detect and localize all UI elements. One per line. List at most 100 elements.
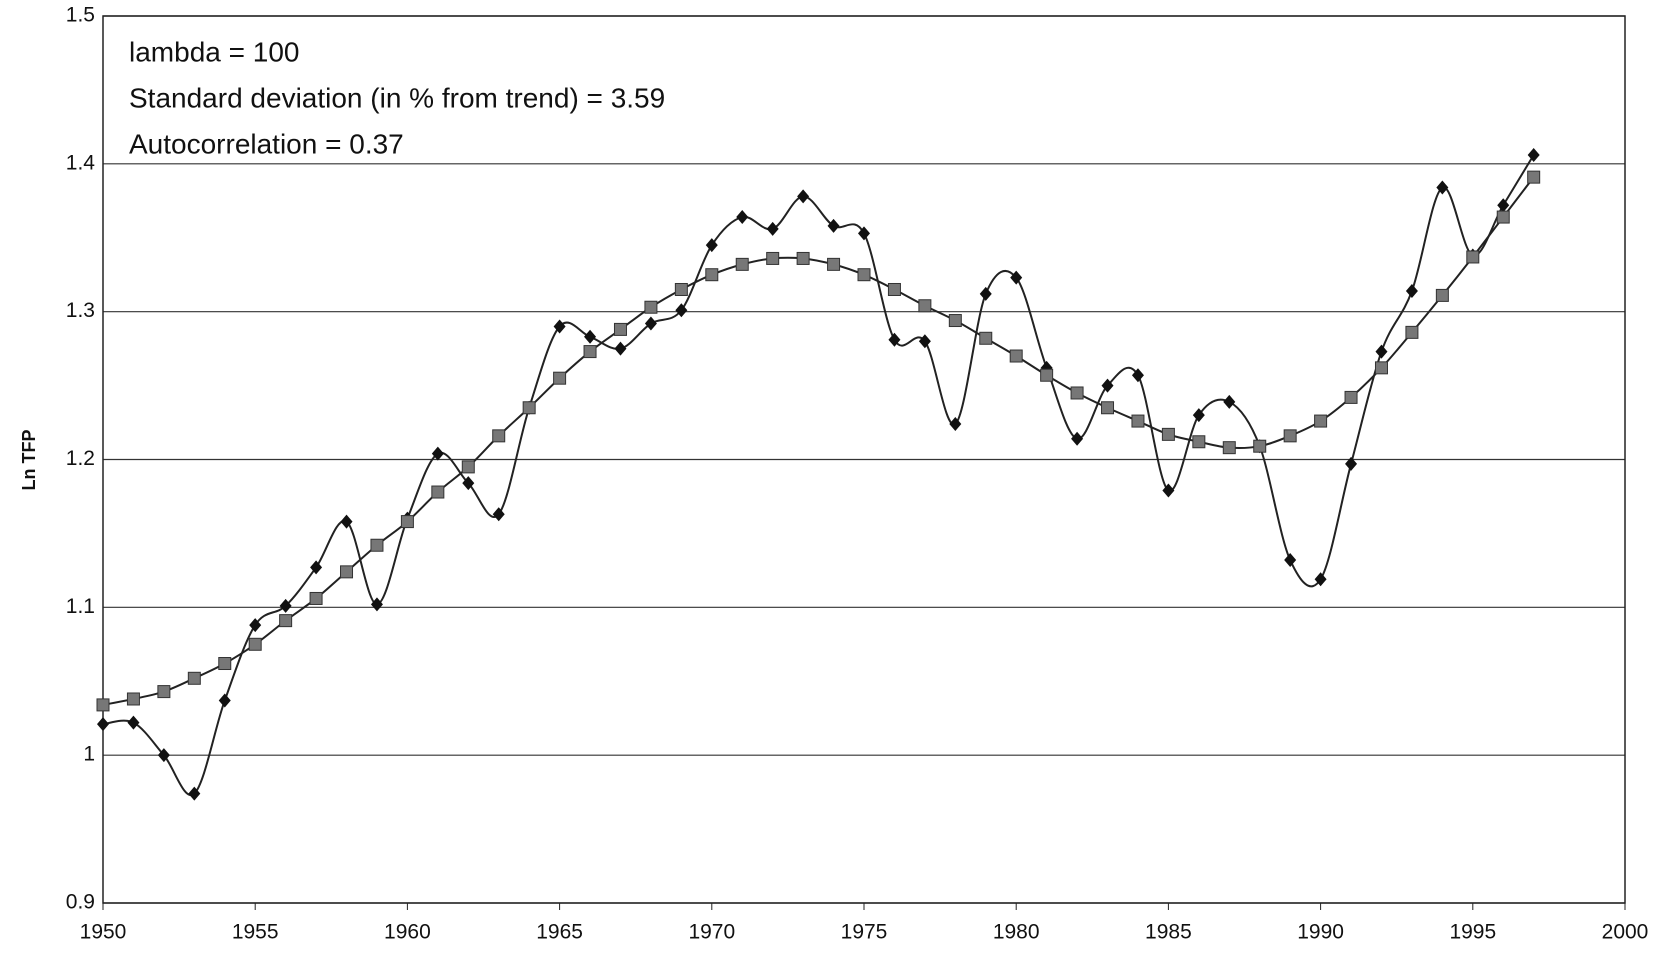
y-tick-label: 0.9 xyxy=(66,891,95,914)
square-marker xyxy=(1192,435,1206,449)
x-tick-label: 1960 xyxy=(384,921,431,944)
x-tick-label: 1955 xyxy=(232,921,279,944)
square-marker xyxy=(309,591,323,605)
square-marker xyxy=(705,268,719,282)
diamond-marker xyxy=(918,334,931,349)
diamond-marker xyxy=(1071,431,1084,446)
square-marker xyxy=(1344,390,1358,404)
diamond-marker xyxy=(1284,553,1297,568)
square-marker xyxy=(1435,288,1449,302)
diamond-marker xyxy=(736,210,749,225)
square-marker xyxy=(492,429,506,443)
x-tick-label: 1990 xyxy=(1297,921,1344,944)
square-marker xyxy=(248,637,262,651)
y-tick-label: 1 xyxy=(83,743,95,766)
diamond-marker xyxy=(127,715,140,730)
diamond-marker xyxy=(1375,344,1388,359)
diamond-marker xyxy=(766,221,779,236)
square-marker xyxy=(918,299,932,313)
diamond-marker xyxy=(1314,572,1327,587)
y-tick-label: 1.1 xyxy=(66,595,95,618)
diamond-marker xyxy=(370,597,383,612)
plot-frame xyxy=(102,15,1626,904)
square-marker xyxy=(948,314,962,328)
diamond-marker xyxy=(675,303,688,318)
diamond-marker xyxy=(340,514,353,529)
diamond-marker xyxy=(614,341,627,356)
x-tick-label: 1975 xyxy=(841,921,888,944)
diamond-marker xyxy=(827,218,840,233)
square-marker xyxy=(1070,386,1084,400)
square-marker xyxy=(1496,210,1510,224)
square-marker xyxy=(126,692,140,706)
diamond-marker xyxy=(1131,368,1144,383)
square-marker xyxy=(1040,368,1054,382)
diamond-marker xyxy=(1223,394,1236,409)
diamond-marker xyxy=(979,286,992,301)
x-tick-label: 2000 xyxy=(1602,921,1649,944)
diamond-marker xyxy=(888,332,901,347)
diamond-marker xyxy=(705,238,718,253)
square-marker xyxy=(1009,349,1023,363)
diamond-marker xyxy=(1497,198,1510,213)
square-marker xyxy=(979,331,993,345)
square-marker xyxy=(735,257,749,271)
diamond-marker xyxy=(310,560,323,575)
annotation: Autocorrelation = 0.37 xyxy=(129,128,404,159)
square-marker xyxy=(187,671,201,685)
diamond-marker xyxy=(644,316,657,331)
x-tick-label: 1995 xyxy=(1449,921,1496,944)
square-marker xyxy=(887,282,901,296)
square-marker xyxy=(218,657,232,671)
diamond-marker xyxy=(157,748,170,763)
square-marker xyxy=(370,538,384,552)
square-marker xyxy=(613,322,627,336)
diamond-marker xyxy=(462,476,475,491)
square-marker xyxy=(674,282,688,296)
square-marker xyxy=(857,268,871,282)
diamond-marker xyxy=(553,319,566,334)
square-marker xyxy=(1283,429,1297,443)
square-marker xyxy=(461,460,475,474)
y-tick-label: 1.3 xyxy=(66,299,95,322)
x-tick-label: 1965 xyxy=(536,921,583,944)
x-tick-label: 1950 xyxy=(80,921,127,944)
series-line xyxy=(102,154,1535,797)
x-tick-label: 1985 xyxy=(1145,921,1192,944)
diamond-marker xyxy=(858,226,870,241)
square-marker xyxy=(827,257,841,271)
y-tick-label: 1.5 xyxy=(66,4,95,27)
x-tick-label: 1970 xyxy=(688,921,735,944)
square-marker xyxy=(553,371,567,385)
diamond-marker xyxy=(188,786,201,801)
square-marker xyxy=(1374,361,1388,375)
y-tick-label: 1.4 xyxy=(66,151,96,174)
y-tick-label: 1.2 xyxy=(66,447,95,470)
square-marker xyxy=(1222,441,1236,455)
diamond-marker xyxy=(1101,378,1114,393)
diamond-marker xyxy=(249,618,262,633)
square-marker xyxy=(1131,414,1145,428)
square-marker xyxy=(1101,401,1115,415)
square-marker xyxy=(1466,250,1480,264)
square-marker xyxy=(644,300,658,314)
x-tick-label: 1980 xyxy=(993,921,1040,944)
square-marker xyxy=(766,251,780,265)
square-marker xyxy=(1314,414,1328,428)
diamond-marker xyxy=(1010,270,1023,285)
diamond-marker xyxy=(492,507,505,522)
diamond-marker xyxy=(431,446,444,461)
annotation: Standard deviation (in % from trend) = 3… xyxy=(129,82,665,113)
square-marker xyxy=(279,614,293,628)
diamond-marker xyxy=(797,189,810,204)
diamond-marker xyxy=(97,717,109,732)
square-marker xyxy=(431,485,445,499)
annotation: lambda = 100 xyxy=(129,36,299,67)
diamond-marker xyxy=(949,417,962,432)
diamond-marker xyxy=(1192,408,1205,423)
square-marker xyxy=(1405,325,1419,339)
diamond-marker xyxy=(1345,456,1358,471)
square-marker xyxy=(1527,170,1541,184)
